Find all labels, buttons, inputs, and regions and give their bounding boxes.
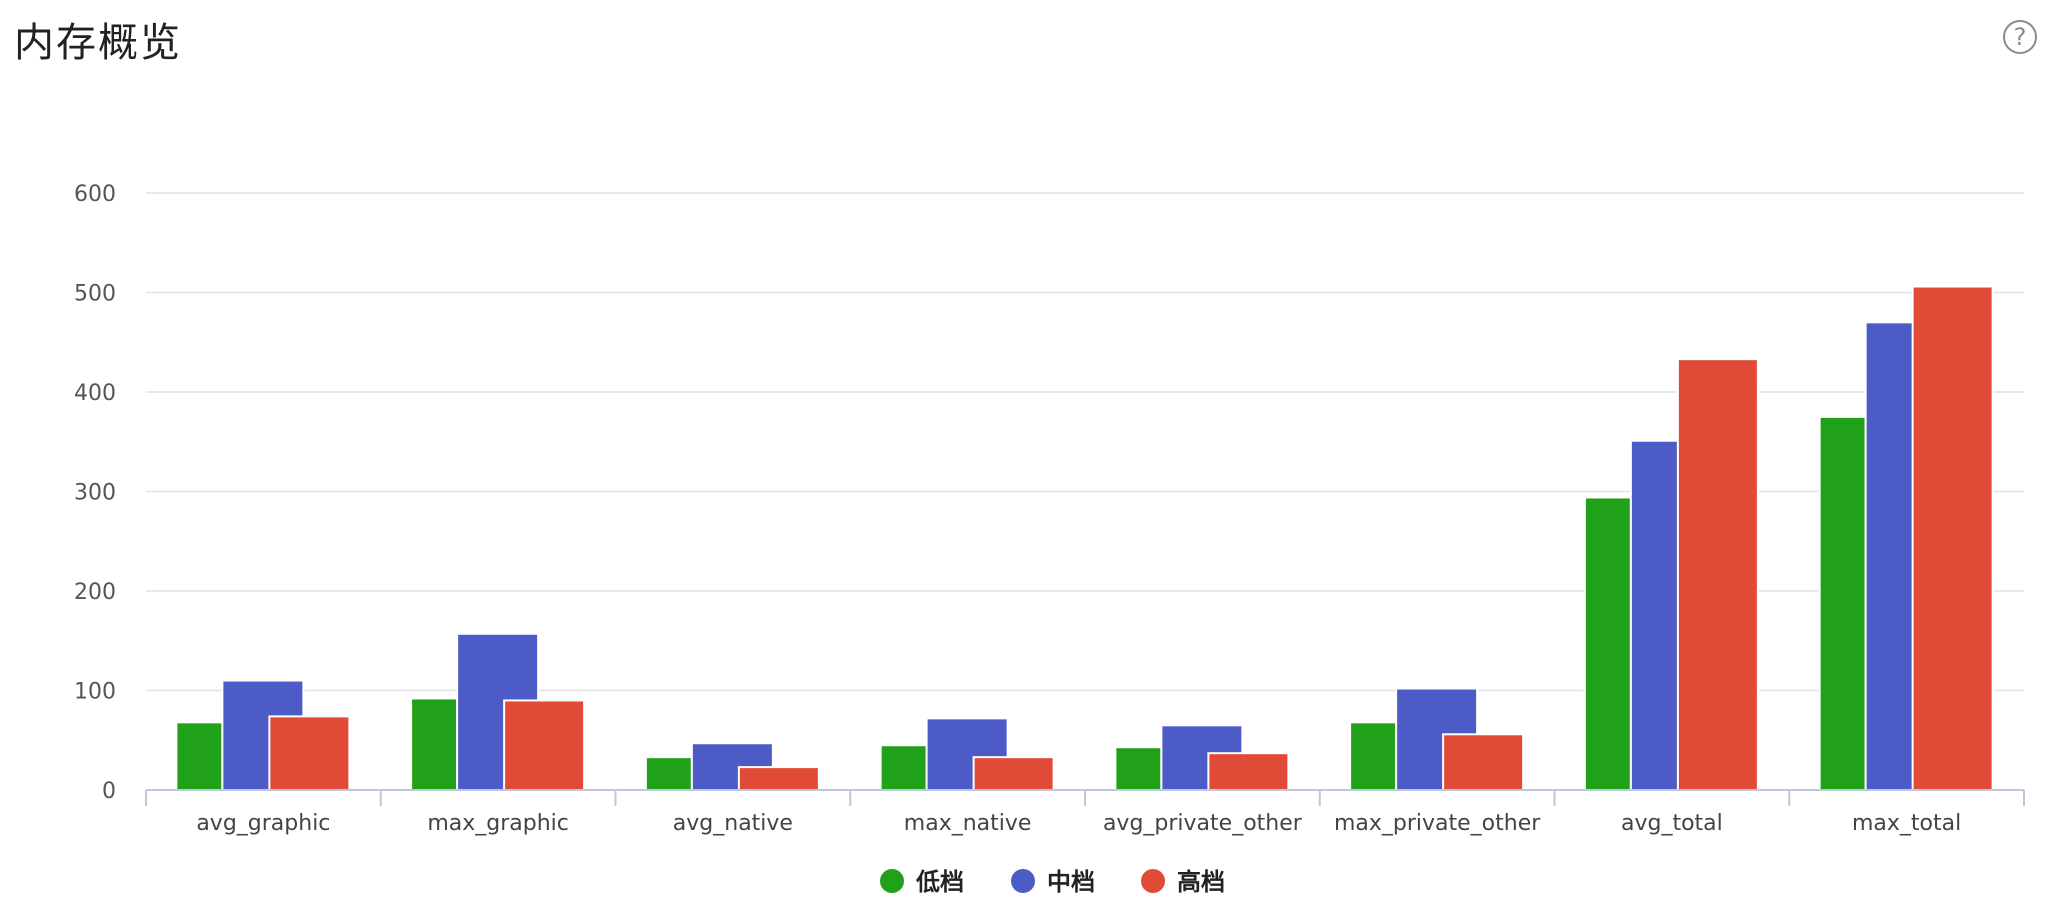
- bar-max_native-2[interactable]: [972, 756, 1055, 791]
- bars: [175, 285, 1994, 792]
- bar-max_private_other-0[interactable]: [1349, 721, 1398, 792]
- legend-swatch: [880, 869, 904, 893]
- x-tick-label: avg_graphic: [196, 811, 330, 836]
- y-tick-label: 600: [74, 182, 116, 207]
- legend-swatch: [1141, 869, 1165, 893]
- y-tick-label: 100: [74, 680, 116, 705]
- bar-max_graphic-0[interactable]: [410, 697, 459, 792]
- y-tick-label: 0: [102, 779, 116, 804]
- legend-label: 高档: [1177, 868, 1225, 896]
- y-tick-label: 300: [74, 481, 116, 506]
- x-axis: avg_graphic max_graphic avg_native max_nati…: [145, 789, 2025, 836]
- bar-avg_total-2[interactable]: [1676, 358, 1759, 791]
- y-tick-label: 400: [74, 381, 116, 406]
- bar-max_total-0[interactable]: [1818, 415, 1867, 791]
- x-tick-label: max_native: [904, 811, 1032, 836]
- bar-avg_private_other-2[interactable]: [1207, 752, 1290, 791]
- legend-label: 中档: [1047, 868, 1095, 896]
- x-tick-label: avg_native: [673, 811, 793, 836]
- help-icon[interactable]: ?: [2003, 20, 2037, 54]
- legend[interactable]: 低档 中档 高档: [880, 868, 1225, 896]
- x-tick-label: avg_private_other: [1103, 811, 1303, 836]
- x-tick-label: max_graphic: [427, 811, 569, 836]
- legend-swatch: [1011, 869, 1035, 893]
- y-tick-label: 500: [74, 282, 116, 307]
- x-tick-label: max_total: [1852, 811, 1961, 836]
- bar-avg_native-0[interactable]: [644, 756, 693, 791]
- bar-max_native-0[interactable]: [879, 744, 928, 791]
- y-tick-label: 200: [74, 580, 116, 605]
- page-title: 内存概览: [14, 20, 182, 66]
- bar-avg_native-2[interactable]: [737, 766, 820, 791]
- x-tick-label: avg_total: [1621, 811, 1723, 836]
- bar-max_total-2[interactable]: [1911, 285, 1994, 791]
- bar-max_private_other-2[interactable]: [1442, 733, 1525, 792]
- bar-max_native-1[interactable]: [925, 717, 1009, 791]
- legend-item-0[interactable]: 低档: [880, 868, 964, 896]
- y-axis-ticks: 0 100 200 300 400 500 600: [74, 182, 116, 804]
- bar-avg_graphic-2[interactable]: [268, 715, 351, 791]
- bar-avg_graphic-0[interactable]: [175, 721, 224, 792]
- legend-item-2[interactable]: 高档: [1141, 868, 1225, 896]
- bar-avg_private_other-0[interactable]: [1114, 746, 1163, 792]
- legend-item-1[interactable]: 中档: [1011, 868, 1095, 896]
- legend-label: 低档: [915, 868, 964, 896]
- bar-avg_total-0[interactable]: [1583, 496, 1632, 791]
- x-tick-label: max_private_other: [1334, 811, 1541, 836]
- bar-max_graphic-2[interactable]: [503, 699, 586, 792]
